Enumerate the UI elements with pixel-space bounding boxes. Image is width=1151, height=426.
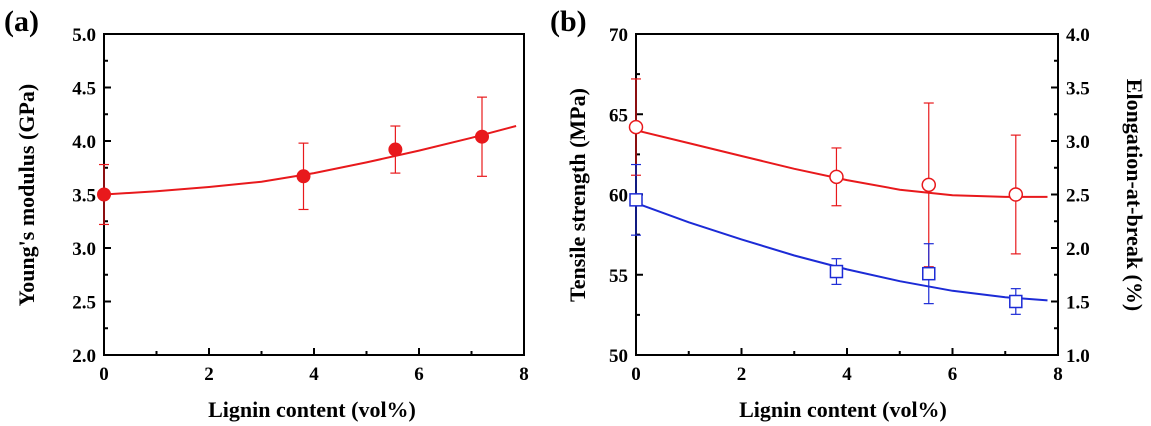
- panel-a-x-tick-label: 6: [414, 364, 424, 385]
- panel-b-y2-tick-label: 2.0: [1066, 239, 1090, 260]
- panel-a-x-tick-label: 4: [309, 364, 319, 385]
- panel-b-x-ticks: 0 2 4 6 8: [631, 348, 1063, 385]
- panel-b: (b) Lignin content (vol%) Tensile streng…: [550, 5, 1147, 422]
- panel-a-x-tick-label: 8: [519, 364, 529, 385]
- panel-b-x-tick-label: 8: [1053, 364, 1063, 385]
- panel-a-x-ticks: 0 2 4 6 8: [99, 348, 529, 385]
- panel-a: (a) Lignin content (vol%) Young's modulu…: [4, 5, 529, 422]
- panel-a-y-tick-label: 5.0: [72, 25, 96, 46]
- panel-a-data-points: [97, 96, 489, 226]
- panel-b-data-point: [1009, 294, 1023, 309]
- panel-b-plot-frame: [635, 33, 1059, 356]
- panel-b-y2-ticks: 1.0 1.5 2.0 2.5 3.0 3.5 4.0: [1051, 25, 1090, 367]
- panel-b-data-point: [1008, 187, 1024, 202]
- panel-b-data-point: [629, 193, 643, 207]
- panel-b-x-tick-label: 2: [737, 364, 747, 385]
- panel-b-x-tick-label: 4: [842, 364, 852, 385]
- panel-a-data-point: [296, 169, 311, 184]
- panel-b-y-axis-title: Tensile strength (MPa): [565, 88, 590, 302]
- panel-a-y-axis-title: Young's modulus (GPa): [14, 84, 39, 307]
- panel-a-label: (a): [4, 5, 39, 38]
- panel-b-y2-tick-label: 3.0: [1066, 132, 1090, 153]
- panel-b-y-tick-label: 65: [609, 105, 628, 126]
- panel-b-y2-tick-label: 1.0: [1066, 346, 1090, 367]
- panel-b-x-tick-label: 0: [631, 364, 641, 385]
- panel-a-y-tick-label: 2.0: [72, 346, 96, 367]
- panel-b-fit-curves: [635, 129, 1048, 302]
- panel-b-y2-tick-label: 4.0: [1066, 25, 1090, 46]
- panel-b-y-tick-label: 70: [609, 25, 628, 46]
- panel-a-x-tick-label: 2: [204, 364, 214, 385]
- panel-b-data-point: [628, 119, 644, 135]
- panel-b-y2-axis-title: Elongation-at-break (%): [1122, 79, 1147, 311]
- panel-a-fit-curve-0: [103, 125, 517, 196]
- panel-a-plot-frame: [103, 33, 525, 356]
- panel-a-x-tick-label: 0: [99, 364, 109, 385]
- panel-b-y-tick-label: 50: [609, 346, 628, 367]
- panel-b-fit-curve-1: [635, 202, 1048, 302]
- panel-b-data-point: [829, 169, 844, 185]
- panel-b-data-point: [922, 266, 936, 281]
- panel-a-data-point: [97, 187, 111, 202]
- panel-b-x-tick-label: 6: [948, 364, 958, 385]
- panel-b-data-points: [628, 78, 1024, 315]
- panel-a-y-ticks: 2.0 2.5 3.0 3.5 4.0 4.5 5.0: [72, 25, 111, 367]
- panel-a-y-tick-label: 3.5: [72, 186, 96, 207]
- panel-a-y-tick-label: 3.0: [72, 239, 96, 260]
- panel-b-y-tick-label: 60: [609, 186, 628, 207]
- panel-b-y2-tick-label: 2.5: [1066, 186, 1090, 207]
- panel-b-label: (b): [550, 5, 587, 38]
- panel-b-data-point: [829, 264, 844, 279]
- panel-b-x-axis-title: Lignin content (vol%): [739, 397, 947, 422]
- panel-b-fit-curve-0: [635, 129, 1048, 198]
- panel-b-data-point: [921, 177, 937, 193]
- panel-a-y-tick-label: 4.5: [72, 79, 96, 100]
- panel-a-data-point: [475, 129, 489, 144]
- panel-a-y-tick-label: 4.0: [72, 132, 96, 153]
- panel-a-x-axis-title: Lignin content (vol%): [208, 397, 416, 422]
- panel-b-y2-tick-label: 3.5: [1066, 79, 1090, 100]
- panel-b-y2-tick-label: 1.5: [1066, 293, 1090, 314]
- panel-a-fit-curves: [103, 125, 517, 196]
- panel-a-y-tick-label: 2.5: [72, 293, 96, 314]
- panel-b-y-tick-label: 55: [609, 266, 628, 287]
- panel-a-data-point: [388, 142, 403, 157]
